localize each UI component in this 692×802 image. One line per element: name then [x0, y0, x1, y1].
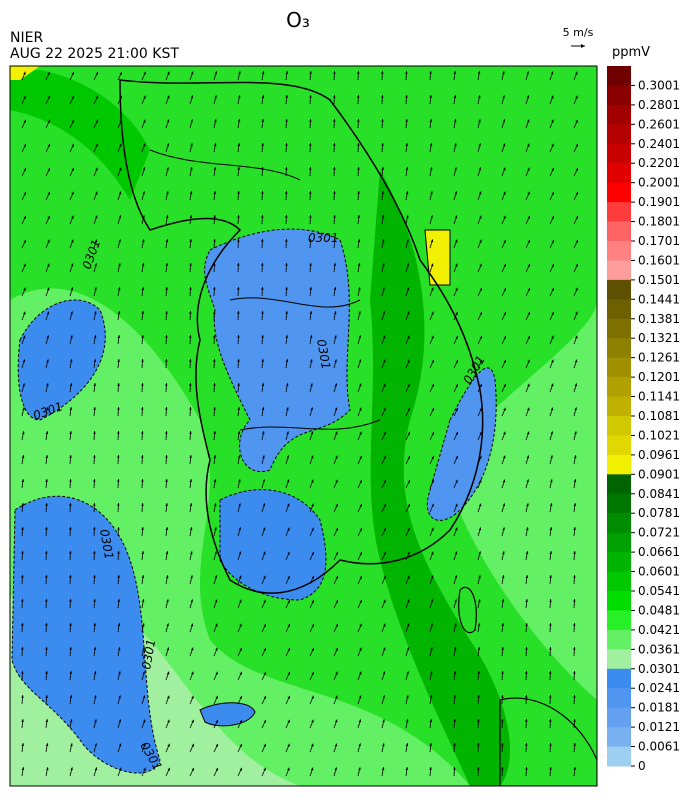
colorbar-segment: [607, 260, 631, 280]
colorbar-segment: [607, 397, 631, 417]
colorbar-label: 0.0061: [638, 740, 680, 754]
colorbar-segment: [607, 474, 631, 494]
colorbar-segment: [607, 202, 631, 222]
colorbar-label: 0: [638, 759, 646, 773]
colorbar-segment: [607, 513, 631, 533]
colorbar-label: 0.0601: [638, 565, 680, 579]
colorbar-segment: [607, 377, 631, 397]
colorbar-segment: [607, 435, 631, 455]
colorbar-label: 0.2401: [638, 137, 680, 151]
colorbar-label: 0.1801: [638, 215, 680, 229]
colorbar-label: 0.1701: [638, 234, 680, 248]
colorbar-segment: [607, 727, 631, 747]
colorbar-segment: [607, 183, 631, 203]
zone-high: [425, 230, 450, 285]
colorbar-segment: [607, 338, 631, 358]
colorbar-segment: [607, 66, 631, 86]
colorbar-segment: [607, 688, 631, 708]
colorbar-label: 0.1021: [638, 428, 680, 442]
colorbar-segment: [607, 280, 631, 300]
colorbar-label: 0.0901: [638, 467, 680, 481]
colorbar-label: 0.1441: [638, 292, 680, 306]
colorbar-segment: [607, 494, 631, 514]
colorbar-label: 0.2001: [638, 176, 680, 190]
colorbar-label: 0.0421: [638, 623, 680, 637]
colorbar: 0.3001 0.2801 0.2601 0.2401 0.2201 0.2001 0.19…: [607, 66, 680, 773]
colorbar-label: 0.1141: [638, 390, 680, 404]
colorbar-segment: [607, 747, 631, 767]
colorbar-label: 0.0361: [638, 642, 680, 656]
colorbar-segment: [607, 630, 631, 650]
colorbar-label: 0.1321: [638, 331, 680, 345]
timestamp: AUG 22 2025 21:00 KST: [10, 46, 179, 62]
colorbar-segment: [607, 222, 631, 242]
colorbar-segment: [607, 124, 631, 144]
colorbar-label: 0.0481: [638, 603, 680, 617]
wind-scale-label: 5 m/s: [563, 26, 594, 39]
colorbar-segment: [607, 105, 631, 125]
colorbar-label: 0.1501: [638, 273, 680, 287]
colorbar-label: 0.0721: [638, 526, 680, 540]
colorbar-label: 0.1901: [638, 195, 680, 209]
colorbar-label: 0.2801: [638, 98, 680, 112]
colorbar-label: 0.0241: [638, 681, 680, 695]
colorbar-segment: [607, 669, 631, 689]
agency: NIER: [10, 30, 43, 46]
colorbar-segment: [607, 299, 631, 319]
wind-scale-arrow: [571, 44, 585, 48]
colorbar-segment: [607, 649, 631, 669]
colorbar-label: 0.1261: [638, 351, 680, 365]
colorbar-label: 0.3001: [638, 78, 680, 92]
colorbar-unit: ppmV: [612, 45, 650, 60]
colorbar-label: 0.0781: [638, 506, 680, 520]
colorbar-label: 0.1601: [638, 253, 680, 267]
colorbar-label: 0.0181: [638, 701, 680, 715]
title: O₃: [286, 8, 310, 32]
colorbar-segment: [607, 241, 631, 261]
colorbar-segment: [607, 163, 631, 183]
colorbar-segment: [607, 144, 631, 164]
colorbar-segment: [607, 708, 631, 728]
colorbar-segment: [607, 533, 631, 553]
colorbar-label: 0.0661: [638, 545, 680, 559]
colorbar-label: 0.2201: [638, 156, 680, 170]
colorbar-segment: [607, 319, 631, 339]
colorbar-segment: [607, 610, 631, 630]
colorbar-segment: [607, 416, 631, 436]
colorbar-segment: [607, 552, 631, 572]
colorbar-segment: [607, 85, 631, 105]
colorbar-segment: [607, 358, 631, 378]
colorbar-label: 0.0841: [638, 487, 680, 501]
colorbar-label: 0.0541: [638, 584, 680, 598]
colorbar-label: 0.1201: [638, 370, 680, 384]
colorbar-label: 0.0961: [638, 448, 680, 462]
colorbar-label: 0.2601: [638, 117, 680, 131]
colorbar-label: 0.1381: [638, 312, 680, 326]
colorbar-segment: [607, 591, 631, 611]
colorbar-label: 0.0301: [638, 662, 680, 676]
contour-label: 0301: [308, 231, 339, 245]
colorbar-label: 0.1081: [638, 409, 680, 423]
colorbar-segment: [607, 455, 631, 475]
map: 0301 0301 0301 0301 0301 0301 0301 0301: [10, 66, 597, 786]
colorbar-label: 0.0121: [638, 720, 680, 734]
colorbar-segment: [607, 572, 631, 592]
